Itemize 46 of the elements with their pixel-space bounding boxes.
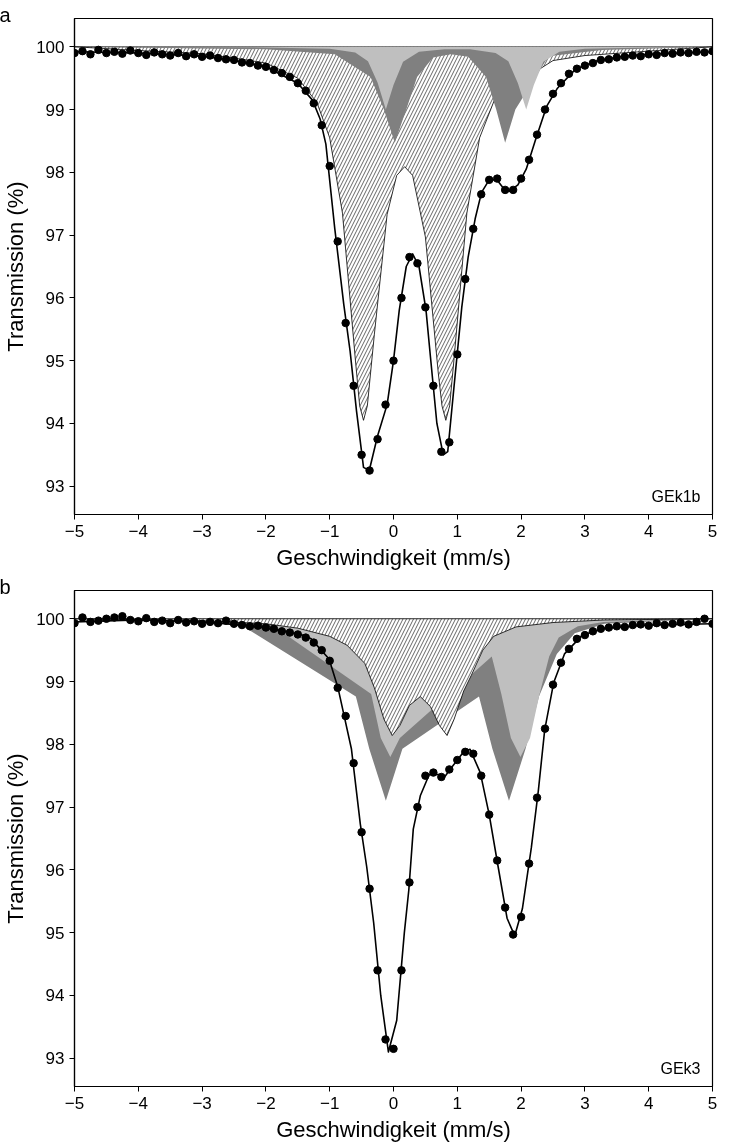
y-tick-label: 97 [45, 798, 65, 818]
x-tick-label: −1 [320, 1093, 340, 1113]
y-tick-label: 98 [45, 735, 65, 755]
y-axis-title: Transmission (%) [3, 753, 29, 924]
x-tick-label: −3 [192, 521, 212, 541]
y-tick-label: 97 [45, 226, 65, 246]
x-axis-title: Geschwindigkeit (mm/s) [276, 544, 511, 570]
x-tick-label: 1 [452, 521, 463, 541]
x-tick-label: 4 [643, 521, 654, 541]
x-tick-label: 0 [388, 1093, 399, 1113]
x-tick-label: 0 [388, 521, 399, 541]
y-tick-label: 99 [45, 100, 65, 120]
text: a [0, 3, 12, 26]
x-tick-label: 5 [707, 1093, 718, 1113]
y-tick-label: 100 [36, 37, 65, 57]
y-tick-label: 95 [45, 351, 65, 371]
y-tick-label: 93 [45, 1049, 65, 1069]
x-tick-label: −4 [128, 1093, 148, 1113]
x-tick-label: −2 [256, 521, 276, 541]
annotation: GEk3 [660, 1059, 701, 1077]
y-tick-label: 100 [36, 609, 65, 629]
y-tick-label: 98 [45, 163, 65, 183]
y-axis-title: Transmission (%) [3, 181, 29, 352]
x-tick-label: 4 [643, 1093, 654, 1113]
annotation: GEk1b [651, 487, 701, 505]
y-tick-label: 93 [45, 477, 65, 497]
x-tick-label: −3 [192, 1093, 212, 1113]
text: b [0, 575, 11, 598]
x-tick-label: 3 [580, 521, 590, 541]
x-axis-title: Geschwindigkeit (mm/s) [276, 1116, 511, 1142]
x-tick-label: −5 [64, 1093, 85, 1113]
y-tick-label: 99 [45, 672, 65, 692]
y-tick-label: 94 [45, 986, 65, 1006]
x-tick-label: 1 [452, 1093, 463, 1113]
x-tick-label: 2 [516, 1093, 526, 1113]
y-tick-label: 96 [45, 288, 65, 308]
x-tick-label: 5 [707, 521, 718, 541]
x-tick-label: −2 [256, 1093, 276, 1113]
x-tick-label: 3 [580, 1093, 590, 1113]
x-tick-label: −4 [128, 521, 148, 541]
x-tick-label: 2 [516, 521, 526, 541]
y-tick-label: 95 [45, 923, 65, 943]
y-tick-label: 94 [45, 414, 65, 434]
x-tick-label: −1 [320, 521, 340, 541]
y-tick-label: 96 [45, 860, 65, 880]
x-tick-label: −5 [64, 521, 85, 541]
